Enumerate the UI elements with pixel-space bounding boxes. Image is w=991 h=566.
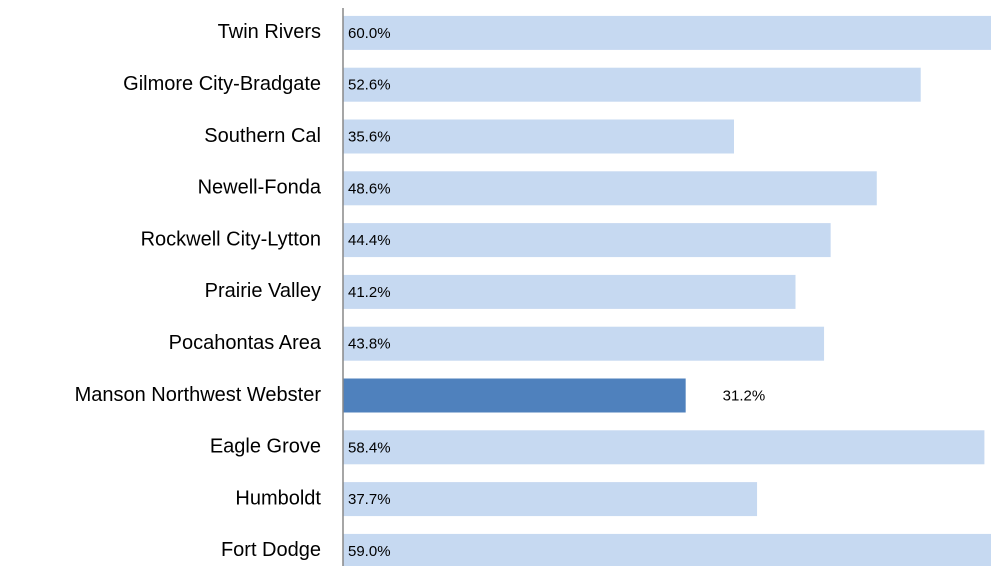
value-label: 37.7% bbox=[348, 491, 391, 508]
bar bbox=[343, 378, 686, 413]
value-label: 48.6% bbox=[348, 180, 391, 197]
category-label: Eagle Grove bbox=[210, 436, 321, 458]
bar bbox=[343, 171, 877, 206]
category-label: Rockwell City-Lytton bbox=[141, 228, 321, 250]
value-label: 43.8% bbox=[348, 336, 391, 353]
category-label: Twin Rivers bbox=[218, 21, 321, 43]
category-label: Pocahontas Area bbox=[169, 332, 322, 354]
bar bbox=[343, 274, 796, 309]
category-label: Southern Cal bbox=[204, 125, 321, 147]
value-label: 52.6% bbox=[348, 77, 391, 94]
value-label: 59.0% bbox=[348, 543, 391, 560]
category-label: Newell-Fonda bbox=[198, 177, 322, 199]
bar bbox=[343, 119, 734, 154]
category-label: Gilmore City-Bradgate bbox=[123, 73, 321, 95]
category-label: Fort Dodge bbox=[221, 539, 321, 561]
bar bbox=[343, 482, 758, 517]
category-label: Manson Northwest Webster bbox=[75, 384, 322, 406]
bar bbox=[343, 15, 991, 50]
bar bbox=[343, 326, 825, 361]
bar bbox=[343, 430, 985, 465]
value-label: 35.6% bbox=[348, 128, 391, 145]
value-label: 41.2% bbox=[348, 284, 391, 301]
value-label: 31.2% bbox=[723, 387, 766, 404]
value-label: 60.0% bbox=[348, 25, 391, 42]
category-label: Prairie Valley bbox=[205, 280, 321, 302]
bar bbox=[343, 533, 991, 566]
category-label: Humboldt bbox=[235, 487, 321, 509]
bar bbox=[343, 67, 921, 102]
value-label: 44.4% bbox=[348, 232, 391, 249]
value-label: 58.4% bbox=[348, 439, 391, 456]
bar bbox=[343, 223, 831, 258]
